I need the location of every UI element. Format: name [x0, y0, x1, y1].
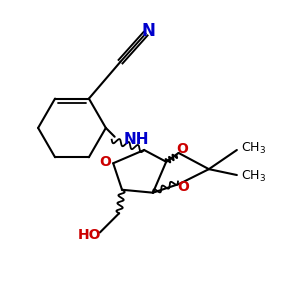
Text: CH$_3$: CH$_3$: [241, 169, 266, 184]
Text: NH: NH: [124, 132, 149, 147]
Text: HO: HO: [78, 228, 101, 242]
Text: O: O: [99, 155, 111, 169]
Text: CH$_3$: CH$_3$: [241, 141, 266, 156]
Text: O: O: [176, 142, 188, 155]
Text: N: N: [142, 22, 155, 40]
Text: O: O: [177, 180, 189, 194]
